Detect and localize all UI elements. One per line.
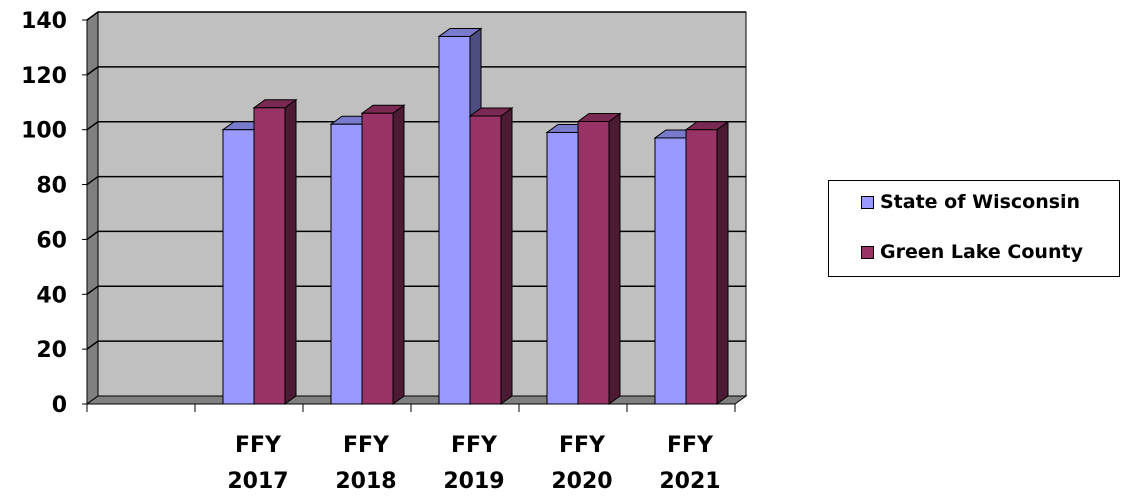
x-tick-label: 2021 bbox=[659, 469, 720, 494]
gridline bbox=[86, 11, 746, 21]
x-tick-label: FFY bbox=[235, 433, 282, 458]
plot-back-wall bbox=[97, 11, 747, 397]
gridline bbox=[86, 285, 746, 295]
bar bbox=[654, 137, 687, 405]
x-tick-label: FFY bbox=[343, 433, 390, 458]
y-tick-label: 20 bbox=[36, 338, 67, 363]
bar bbox=[438, 35, 471, 405]
y-tick-label: 100 bbox=[21, 119, 67, 144]
bar-side bbox=[392, 104, 405, 405]
y-tick-label: 60 bbox=[36, 228, 67, 253]
y-tick-label: 140 bbox=[21, 9, 67, 34]
legend-swatch-series-2 bbox=[861, 245, 874, 259]
bar bbox=[253, 107, 286, 405]
legend-item-series-1: State of Wisconsin bbox=[861, 191, 1080, 213]
bar bbox=[222, 129, 255, 405]
legend-label-series-2: Green Lake County bbox=[880, 241, 1083, 263]
x-tick-label: 2017 bbox=[227, 469, 288, 494]
plot-floor bbox=[85, 395, 748, 405]
gridline bbox=[86, 340, 746, 350]
x-tick-label: 2018 bbox=[335, 469, 396, 494]
x-tick-label: FFY bbox=[451, 433, 498, 458]
bar bbox=[330, 123, 363, 405]
gridline bbox=[86, 230, 746, 241]
y-tick-label: 120 bbox=[21, 64, 67, 89]
gridline bbox=[86, 175, 746, 186]
bar-side bbox=[500, 107, 513, 405]
bar bbox=[546, 131, 579, 405]
x-tick-label: FFY bbox=[667, 433, 714, 458]
gridline bbox=[86, 120, 746, 131]
legend-swatch-series-1 bbox=[861, 195, 874, 209]
x-tick-label: FFY bbox=[559, 433, 606, 458]
bar bbox=[685, 129, 718, 405]
bar bbox=[577, 120, 610, 405]
legend-label-series-1: State of Wisconsin bbox=[880, 191, 1081, 213]
bar-side bbox=[608, 112, 621, 405]
y-tick-label: 0 bbox=[52, 393, 67, 418]
bar-side bbox=[716, 120, 729, 405]
y-tick-label: 80 bbox=[36, 174, 67, 199]
x-tick-label: 2020 bbox=[551, 469, 612, 494]
gridline bbox=[86, 66, 746, 76]
bar-side bbox=[284, 98, 297, 405]
bar bbox=[469, 115, 502, 405]
chart-legend: State of Wisconsin Green Lake County bbox=[828, 180, 1120, 277]
x-tick-label: 2019 bbox=[443, 469, 504, 494]
legend-item-series-2: Green Lake County bbox=[861, 241, 1083, 263]
y-tick-label: 40 bbox=[36, 283, 67, 308]
bar bbox=[361, 112, 394, 405]
